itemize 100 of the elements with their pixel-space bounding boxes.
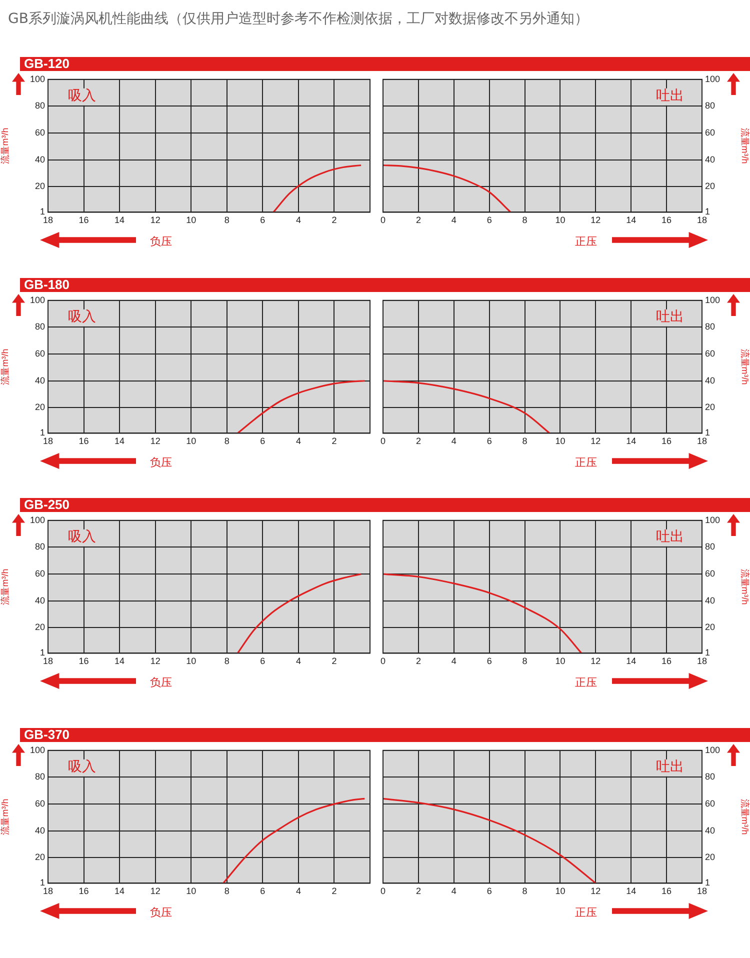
y-tick-label: 20 bbox=[34, 852, 45, 862]
x-tick-label: 10 bbox=[186, 215, 196, 226]
y-tick-label: 1 bbox=[40, 428, 45, 438]
x-tick-label: 6 bbox=[260, 436, 266, 446]
y2-axis-title: 流量m³/h bbox=[740, 568, 750, 605]
y2-tick-label: 100 bbox=[705, 294, 720, 305]
y2-tick-label: 80 bbox=[705, 322, 716, 332]
y2-tick-label: 60 bbox=[705, 798, 716, 809]
y-tick-label: 40 bbox=[34, 154, 45, 164]
y2-tick-label: 60 bbox=[705, 348, 716, 359]
y-tick-label: 20 bbox=[34, 622, 45, 632]
x-tick-label: 16 bbox=[78, 886, 89, 896]
x-tick-label: 14 bbox=[626, 886, 636, 896]
line-series bbox=[236, 573, 362, 654]
x-tick-label: 2 bbox=[416, 886, 421, 896]
x-tick-label: 8 bbox=[522, 215, 528, 226]
y2-tick-label: 100 bbox=[705, 744, 720, 755]
x-axis-title: 负压 bbox=[150, 234, 172, 249]
x-tick-label: 2 bbox=[416, 215, 421, 226]
y2-axis-title: 流量m³/h bbox=[740, 128, 750, 164]
x-tick-label: 0 bbox=[380, 656, 386, 666]
y-tick-label: 80 bbox=[34, 542, 45, 552]
y-tick-label: 60 bbox=[34, 348, 45, 359]
y2-tick-label: 1 bbox=[705, 206, 710, 217]
y2-axis-title: 流量m³/h bbox=[740, 348, 750, 385]
x-tick-label: 8 bbox=[522, 436, 528, 446]
annotation: 吐出 bbox=[656, 759, 684, 776]
y2-tick-label: 1 bbox=[705, 648, 710, 658]
x-axis-title: 正压 bbox=[575, 455, 597, 470]
y-tick-label: 1 bbox=[40, 206, 45, 217]
annotation: 吸入 bbox=[68, 529, 96, 546]
x-tick-label: 18 bbox=[696, 215, 708, 226]
y2-tick-label: 1 bbox=[705, 428, 710, 438]
x-tick-label: 12 bbox=[150, 436, 160, 446]
line-series bbox=[236, 380, 366, 434]
y2-tick-label: 80 bbox=[705, 772, 716, 782]
x-tick-label: 16 bbox=[662, 215, 672, 226]
y-tick-label: 60 bbox=[34, 568, 45, 579]
line-series bbox=[383, 380, 550, 434]
x-tick-label: 10 bbox=[186, 886, 196, 896]
x-tick-label: 4 bbox=[296, 886, 301, 896]
y-tick-label: 100 bbox=[30, 514, 45, 525]
x-tick-label: 16 bbox=[78, 656, 89, 666]
x-axis-title: 正压 bbox=[575, 675, 597, 690]
y-tick-label: 60 bbox=[34, 798, 45, 809]
y-tick-label: 80 bbox=[34, 772, 45, 782]
y-tick-label: 80 bbox=[34, 322, 45, 332]
chart-title: GB-370 bbox=[24, 727, 70, 742]
x-tick-label: 10 bbox=[555, 656, 566, 666]
annotation: 吐出 bbox=[656, 309, 684, 326]
y2-tick-label: 20 bbox=[705, 181, 716, 192]
x-tick-label: 10 bbox=[186, 436, 196, 446]
x-tick-label: 0 bbox=[380, 886, 386, 896]
x-tick-label: 8 bbox=[224, 656, 230, 666]
x-tick-label: 10 bbox=[555, 886, 566, 896]
x-tick-label: 14 bbox=[114, 656, 125, 666]
x-tick-label: 4 bbox=[451, 886, 456, 896]
y2-tick-label: 1 bbox=[705, 878, 710, 888]
y-axis-title: 流量m³/h bbox=[0, 798, 10, 835]
y2-tick-label: 60 bbox=[705, 568, 716, 579]
x-tick-label: 4 bbox=[296, 436, 301, 446]
line-series bbox=[222, 798, 366, 884]
y-axis-title: 流量m³/h bbox=[0, 348, 10, 385]
x-tick-label: 8 bbox=[522, 656, 528, 666]
x-tick-label: 14 bbox=[626, 656, 636, 666]
annotation: 吸入 bbox=[68, 309, 96, 326]
annotation: 吸入 bbox=[68, 88, 96, 104]
y2-tick-label: 40 bbox=[705, 825, 716, 836]
x-tick-label: 16 bbox=[662, 656, 672, 666]
line-series bbox=[383, 164, 512, 212]
y2-tick-label: 20 bbox=[705, 402, 716, 412]
chart-title: GB-180 bbox=[24, 277, 70, 292]
y-tick-label: 40 bbox=[34, 595, 45, 606]
x-tick-label: 18 bbox=[42, 656, 54, 666]
x-tick-label: 18 bbox=[696, 656, 708, 666]
x-tick-label: 4 bbox=[451, 436, 456, 446]
x-tick-label: 6 bbox=[486, 656, 492, 666]
text: GB系列漩涡风机性能曲线（仅供用户造型时参考不作检测依据，工厂对数据修改不另外通知） bbox=[8, 10, 588, 28]
x-tick-label: 0 bbox=[380, 215, 386, 226]
y-axis-title: 流量m³/h bbox=[0, 568, 10, 605]
y-tick-label: 60 bbox=[34, 128, 45, 138]
y2-tick-label: 100 bbox=[705, 514, 720, 525]
x-tick-label: 10 bbox=[186, 656, 196, 666]
x-tick-label: 6 bbox=[486, 886, 492, 896]
x-tick-label: 18 bbox=[696, 436, 708, 446]
x-tick-label: 14 bbox=[114, 886, 125, 896]
x-axis-title: 正压 bbox=[575, 234, 597, 249]
annotation: 吸入 bbox=[68, 759, 96, 776]
y2-tick-label: 40 bbox=[705, 154, 716, 164]
y-tick-label: 80 bbox=[34, 100, 45, 111]
x-tick-label: 6 bbox=[260, 656, 266, 666]
y-tick-label: 20 bbox=[34, 402, 45, 412]
x-tick-label: 12 bbox=[590, 215, 601, 226]
x-tick-label: 12 bbox=[590, 656, 601, 666]
x-tick-label: 4 bbox=[296, 215, 301, 226]
y-axis-title: 流量m³/h bbox=[0, 128, 10, 164]
x-tick-label: 4 bbox=[451, 215, 456, 226]
x-tick-label: 8 bbox=[224, 886, 230, 896]
x-tick-label: 12 bbox=[150, 215, 160, 226]
x-tick-label: 6 bbox=[486, 436, 492, 446]
